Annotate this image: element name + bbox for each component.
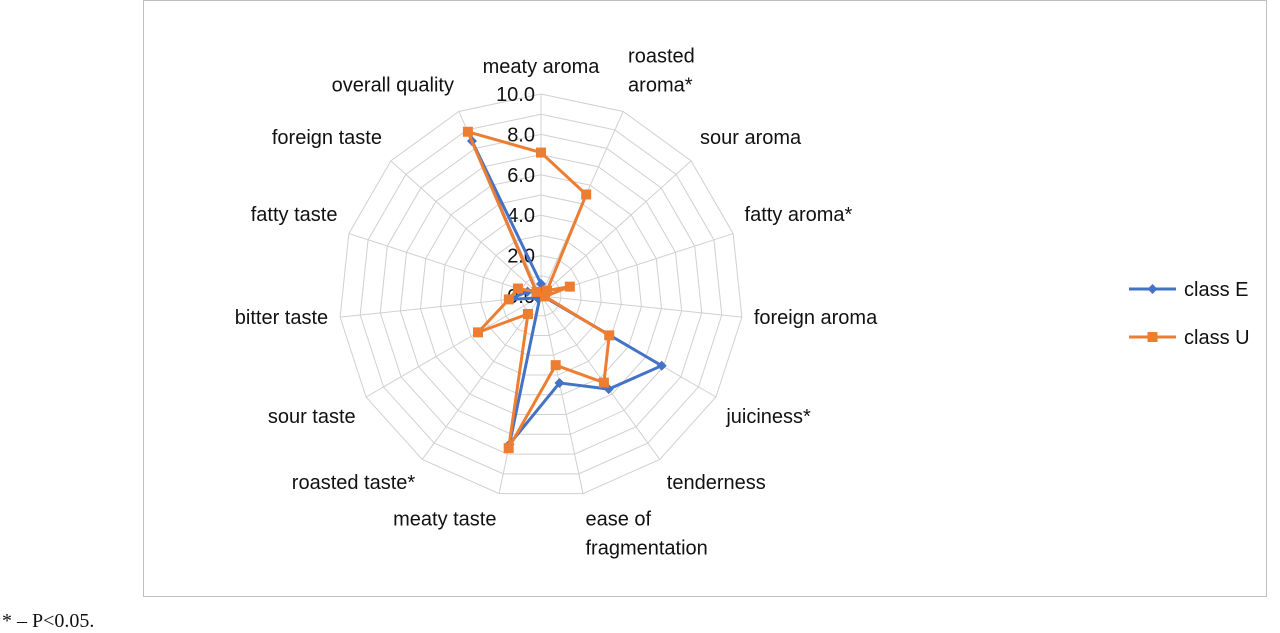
category-label: meaty taste [393,508,496,530]
spoke [365,295,542,398]
data-point [540,291,551,302]
legend-label: class E [1184,279,1248,301]
data-point [564,281,575,292]
grid-ring [480,234,602,356]
category-label: roasted taste* [292,472,416,494]
grid-ring [520,275,562,317]
category-label: meaty aroma [483,56,601,78]
radar-chart: 0.02.04.06.08.010.0 meaty aroma roasted ar… [235,46,1250,560]
data-point [581,189,592,200]
category-label: sour aroma [700,127,802,149]
category-label: overall quality [332,75,454,97]
data-point [598,377,609,388]
category-label: ease of fragmentation [585,508,707,559]
grid-ring [359,113,723,475]
data-point [473,327,484,338]
data-point [542,285,553,296]
radial-tick-labels: 0.02.04.06.08.010.0 [496,84,535,308]
category-label: bitter taste [235,307,328,329]
data-point [503,294,514,305]
footnote: * – P<0.05. [2,610,95,632]
data-point [522,308,533,319]
category-label: fatty taste [251,204,338,226]
data-point [536,147,546,158]
grid-ring [379,133,703,455]
category-label: foreign aroma [754,307,878,329]
data-point [462,126,473,137]
data-point [512,283,523,294]
data-point [656,360,667,371]
radar-grid [339,93,743,495]
category-label: juiciness* [725,406,811,428]
tick-label: 6.0 [507,165,535,187]
spoke [348,233,542,297]
category-label: foreign taste [272,127,382,149]
series-line [470,139,664,446]
category-label: fatty aroma* [745,204,853,226]
spoke [540,160,692,297]
series-line [466,130,611,450]
grid-ring [399,154,683,435]
tick-label: 10.0 [496,84,535,106]
chart-area: 0.0 2.0 4.0 6.0 8.0 10.0 meaty aroma roasted ar… [143,0,1267,597]
spoke [421,295,542,460]
legend-marker [1147,332,1158,342]
data-point [531,286,542,297]
series-layer [462,126,667,454]
category-label: roasted aroma* [628,46,695,97]
legend-label: class U [1184,327,1250,349]
spoke [390,160,542,297]
grid-ring [440,194,642,396]
grid-ring [339,93,743,495]
grid-ring [460,214,622,376]
tick-label: 4.0 [507,205,535,227]
spoke [540,295,742,318]
data-point [554,377,565,388]
category-labels: meaty aroma roasted aroma* sour aroma fatty … [235,46,878,560]
tick-label: 8.0 [507,124,535,146]
spoke [540,295,584,494]
grid-ring [419,174,663,416]
legend: class E class U [1129,279,1250,349]
data-point [604,330,615,341]
legend-marker [1147,284,1158,294]
grid-ring [500,255,582,337]
data-point [503,443,514,454]
category-label: tenderness [667,472,766,494]
category-label: sour taste [268,406,356,428]
data-point [550,360,561,371]
